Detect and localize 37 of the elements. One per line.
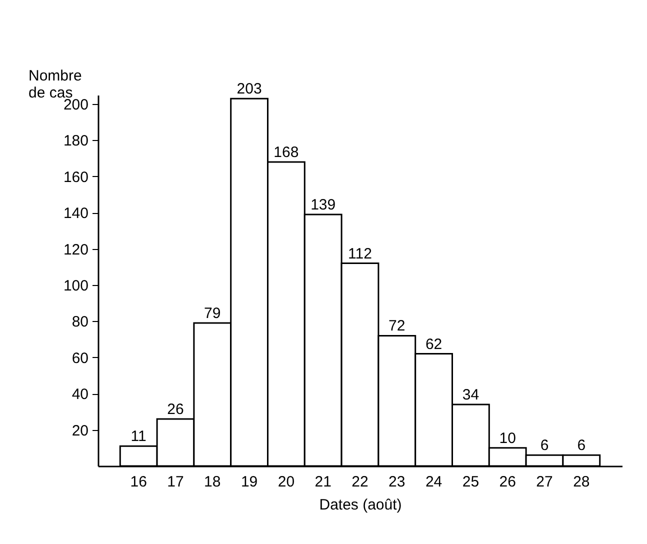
x-tick-label: 20 [278, 474, 295, 490]
x-tick-label: 16 [130, 474, 147, 490]
x-tick-label: 27 [536, 474, 553, 490]
data-label: 112 [348, 245, 372, 262]
x-axis-title: Dates (août) [319, 496, 402, 514]
x-tick-label: 17 [167, 474, 184, 490]
data-label: 72 [388, 318, 406, 335]
data-label: 203 [236, 80, 262, 98]
data-label: 11 [130, 428, 146, 446]
data-label: 10 [499, 430, 516, 447]
y-tick-label: 160 [63, 168, 88, 186]
data-label: 26 [167, 400, 184, 418]
data-label: 62 [425, 336, 442, 353]
data-label: 6 [540, 437, 549, 454]
y-tick-label: 100 [63, 278, 88, 295]
data-label: 168 [274, 144, 299, 161]
y-tick-label: 140 [63, 205, 88, 222]
y-tick-label: 120 [63, 241, 88, 258]
x-tick-label: 19 [240, 474, 258, 490]
x-tick-label: 25 [462, 474, 480, 490]
x-tick-label: 18 [204, 474, 221, 490]
y-tick-label: 20 [72, 422, 88, 440]
x-tick-label: 24 [425, 474, 442, 490]
y-tick-label: 200 [63, 96, 88, 114]
x-tick-label: 26 [499, 474, 516, 490]
y-tick-label: 40 [72, 386, 88, 404]
data-label: 79 [204, 305, 221, 322]
data-label: 6 [577, 437, 586, 454]
y-tick-label: 60 [72, 350, 88, 367]
x-tick-label: 28 [573, 474, 590, 490]
y-tick-label: 180 [63, 132, 88, 150]
y-tick-label: 80 [72, 314, 88, 331]
x-tick-label: 21 [314, 474, 332, 490]
data-label: 34 [462, 386, 480, 404]
data-label: 139 [310, 196, 336, 214]
x-tick-label: 22 [352, 474, 368, 490]
x-tick-label: 23 [388, 474, 406, 490]
